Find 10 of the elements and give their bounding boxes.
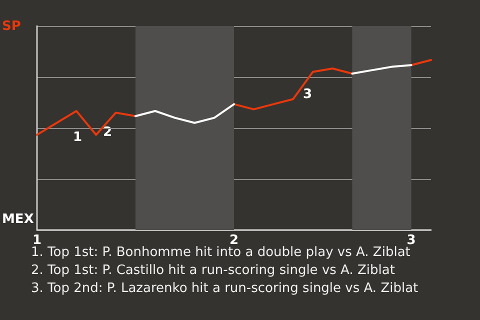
text: 2. Top 1st: P. Castillo hit a run-scoring single vs A. Ziblat [31,263,395,278]
annotation: 1 [73,130,82,145]
text: 3. Top 2nd: P. Lazarenko hit a run-scoring single vs A. Ziblat [31,281,418,296]
x-tick-label: 2 [229,233,239,248]
text: MEX [2,212,34,227]
x-tick-label: 1 [32,233,42,248]
annotation: 3 [303,87,312,102]
x-tick-label: 3 [406,233,416,248]
text: SP [2,19,21,34]
text: 1. Top 1st: P. Bonhomme hit into a double play vs A. Ziblat [31,245,410,260]
